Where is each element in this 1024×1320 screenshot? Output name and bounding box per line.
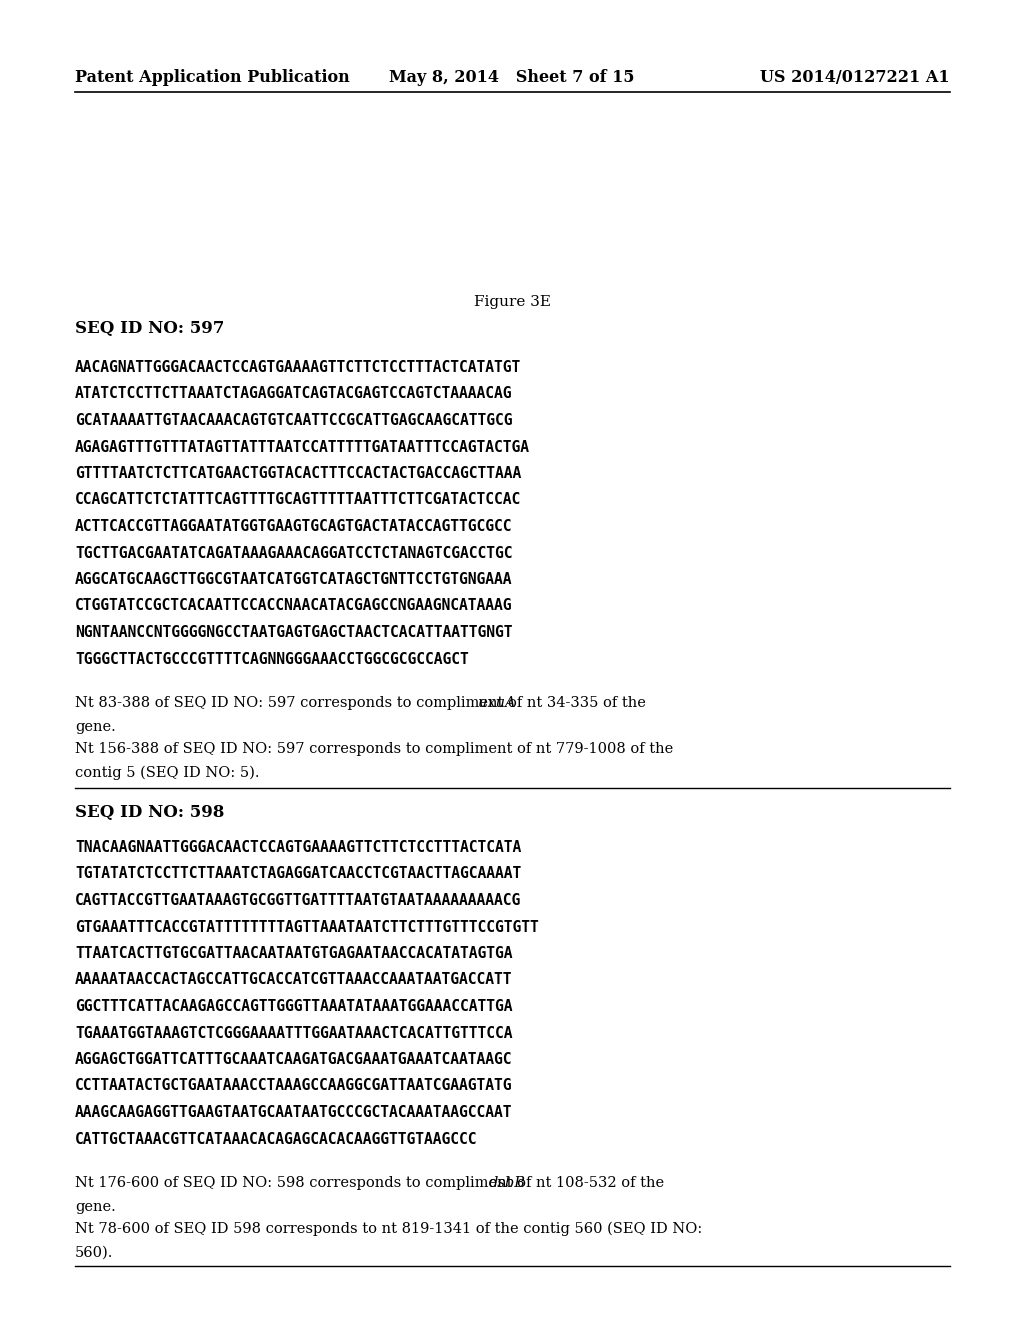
Text: gene.: gene.	[75, 719, 116, 734]
Text: Nt 78-600 of SEQ ID 598 corresponds to nt 819-1341 of the contig 560 (SEQ ID NO:: Nt 78-600 of SEQ ID 598 corresponds to n…	[75, 1222, 702, 1237]
Text: GTTTTAATCTCTTCATGAACTGGTACACTTTCCACTACTGACCAGCTTAAA: GTTTTAATCTCTTCATGAACTGGTACACTTTCCACTACTG…	[75, 466, 521, 480]
Text: CCTTAATACTGCTGAATAAACCTAAAGCCAAGGCGATTAATCGAAGTATG: CCTTAATACTGCTGAATAAACCTAAAGCCAAGGCGATTAA…	[75, 1078, 512, 1093]
Text: AGGCATGCAAGCTTGGCGTAATCATGGTCATAGCTGNTTCCTGTGNGAAA: AGGCATGCAAGCTTGGCGTAATCATGGTCATAGCTGNTTC…	[75, 572, 512, 587]
Text: Nt 83-388 of SEQ ID NO: 597 corresponds to compliment of nt 34-335 of the: Nt 83-388 of SEQ ID NO: 597 corresponds …	[75, 696, 650, 710]
Text: AAAGCAAGAGGTTGAAGTAATGCAATAATGCCCGCTACAAATAAGCCAAT: AAAGCAAGAGGTTGAAGTAATGCAATAATGCCCGCTACAA…	[75, 1105, 512, 1119]
Text: Nt 176-600 of SEQ ID NO: 598 corresponds to compliment of nt 108-532 of the: Nt 176-600 of SEQ ID NO: 598 corresponds…	[75, 1176, 669, 1191]
Text: 560).: 560).	[75, 1246, 114, 1261]
Text: TGAAATGGTAAAGTCTCGGGAAAATTTGGAATAAACTCACATTGTTTCCA: TGAAATGGTAAAGTCTCGGGAAAATTTGGAATAAACTCAC…	[75, 1026, 512, 1040]
Text: AGGAGCTGGATTCATTTGCAAATCAAGATGACGAAATGAAATCAATAAGC: AGGAGCTGGATTCATTTGCAAATCAAGATGACGAAATGAA…	[75, 1052, 512, 1067]
Text: May 8, 2014   Sheet 7 of 15: May 8, 2014 Sheet 7 of 15	[389, 70, 635, 87]
Text: CTGGTATCCGCTCACAATTCCACCNAACATACGAGCCNGAAGNCATAAAG: CTGGTATCCGCTCACAATTCCACCNAACATACGAGCCNGA…	[75, 598, 512, 614]
Text: NGNTAANCCNTGGGGNGCCTAATGAGTGAGCTAACTCACATTAATTGNGT: NGNTAANCCNTGGGGNGCCTAATGAGTGAGCTAACTCACA…	[75, 624, 512, 640]
Text: dsbB: dsbB	[489, 1176, 526, 1191]
Text: AGAGAGTTTGTTTATAGTTATTTAATCCATTTTTGATAATTTCCAGTACTGA: AGAGAGTTTGTTTATAGTTATTTAATCCATTTTTGATAAT…	[75, 440, 530, 454]
Text: TGTATATCTCCTTCTTAAATCTAGAGGATCAACCTCGTAACTTAGCAAAAT: TGTATATCTCCTTCTTAAATCTAGAGGATCAACCTCGTAA…	[75, 866, 521, 882]
Text: TGCTTGACGAATATCAGATAAAGAAACAGGATCCTCTANAGTCGACCTGC: TGCTTGACGAATATCAGATAAAGAAACAGGATCCTCTANA…	[75, 545, 512, 561]
Text: contig 5 (SEQ ID NO: 5).: contig 5 (SEQ ID NO: 5).	[75, 766, 259, 780]
Text: Figure 3E: Figure 3E	[473, 294, 551, 309]
Text: SEQ ID NO: 597: SEQ ID NO: 597	[75, 319, 224, 337]
Text: ATATCTCCTTCTTAAATCTAGAGGATCAGTACGAGTCCAGTCTAAAACAG: ATATCTCCTTCTTAAATCTAGAGGATCAGTACGAGTCCAG…	[75, 387, 512, 401]
Text: Nt 156-388 of SEQ ID NO: 597 corresponds to compliment of nt 779-1008 of the: Nt 156-388 of SEQ ID NO: 597 corresponds…	[75, 742, 673, 756]
Text: AACAGNATTGGGACAACTCCAGTGAAAAGTTCTTCTCCTTTACTCATATGT: AACAGNATTGGGACAACTCCAGTGAAAAGTTCTTCTCCTT…	[75, 360, 521, 375]
Text: ACTTCACCGTTAGGAATATGGTGAAGTGCAGTGACTATACCAGTTGCGCC: ACTTCACCGTTAGGAATATGGTGAAGTGCAGTGACTATAC…	[75, 519, 512, 535]
Text: CAGTTACCGTTGAATAAAGTGCGGTTGATTTTAATGTAATAAAAAAAAACG: CAGTTACCGTTGAATAAAGTGCGGTTGATTTTAATGTAAT…	[75, 894, 521, 908]
Text: GGCTTTCATTACAAGAGCCAGTTGGGTTAAATATAAATGGAAACCATTGA: GGCTTTCATTACAAGAGCCAGTTGGGTTAAATATAAATGG…	[75, 999, 512, 1014]
Text: TGGGCTTACTGCCCGTTTTCAGNNGGGAAACCTGGCGCGCCAGCT: TGGGCTTACTGCCCGTTTTCAGNNGGGAAACCTGGCGCGC…	[75, 652, 469, 667]
Text: US 2014/0127221 A1: US 2014/0127221 A1	[761, 70, 950, 87]
Text: uxuA: uxuA	[478, 696, 516, 710]
Text: TTAATCACTTGTGCGATTAACAATAATGTGAGAATAACCACATATAGTGA: TTAATCACTTGTGCGATTAACAATAATGTGAGAATAACCA…	[75, 946, 512, 961]
Text: Patent Application Publication: Patent Application Publication	[75, 70, 350, 87]
Text: AAAAATAACCACTAGCCATTGCACCATCGTTAAACCAAATAATGACCATT: AAAAATAACCACTAGCCATTGCACCATCGTTAAACCAAAT…	[75, 973, 512, 987]
Text: CCAGCATTCTCTATTTCAGTTTTGCAGTTTTTAATTTCTTCGATACTCCAC: CCAGCATTCTCTATTTCAGTTTTGCAGTTTTTAATTTCTT…	[75, 492, 521, 507]
Text: TNACAAGNAATTGGGACAACTCCAGTGAAAAGTTCTTCTCCTTTACTCATA: TNACAAGNAATTGGGACAACTCCAGTGAAAAGTTCTTCTC…	[75, 840, 521, 855]
Text: GCATAAAATTGTAACAAACAGTGTCAATTCCGCATTGAGCAAGCATTGCG: GCATAAAATTGTAACAAACAGTGTCAATTCCGCATTGAGC…	[75, 413, 512, 428]
Text: CATTGCTAAACGTTCATAAACACAGAGCACACAAGGTTGTAAGCCC: CATTGCTAAACGTTCATAAACACAGAGCACACAAGGTTGT…	[75, 1131, 477, 1147]
Text: gene.: gene.	[75, 1200, 116, 1214]
Text: SEQ ID NO: 598: SEQ ID NO: 598	[75, 804, 224, 821]
Text: GTGAAATTTCACCGTATTTTTTTTAGTTAAATAATCTTCTTTGTTTCCGTGTT: GTGAAATTTCACCGTATTTTTTTTAGTTAAATAATCTTCT…	[75, 920, 539, 935]
